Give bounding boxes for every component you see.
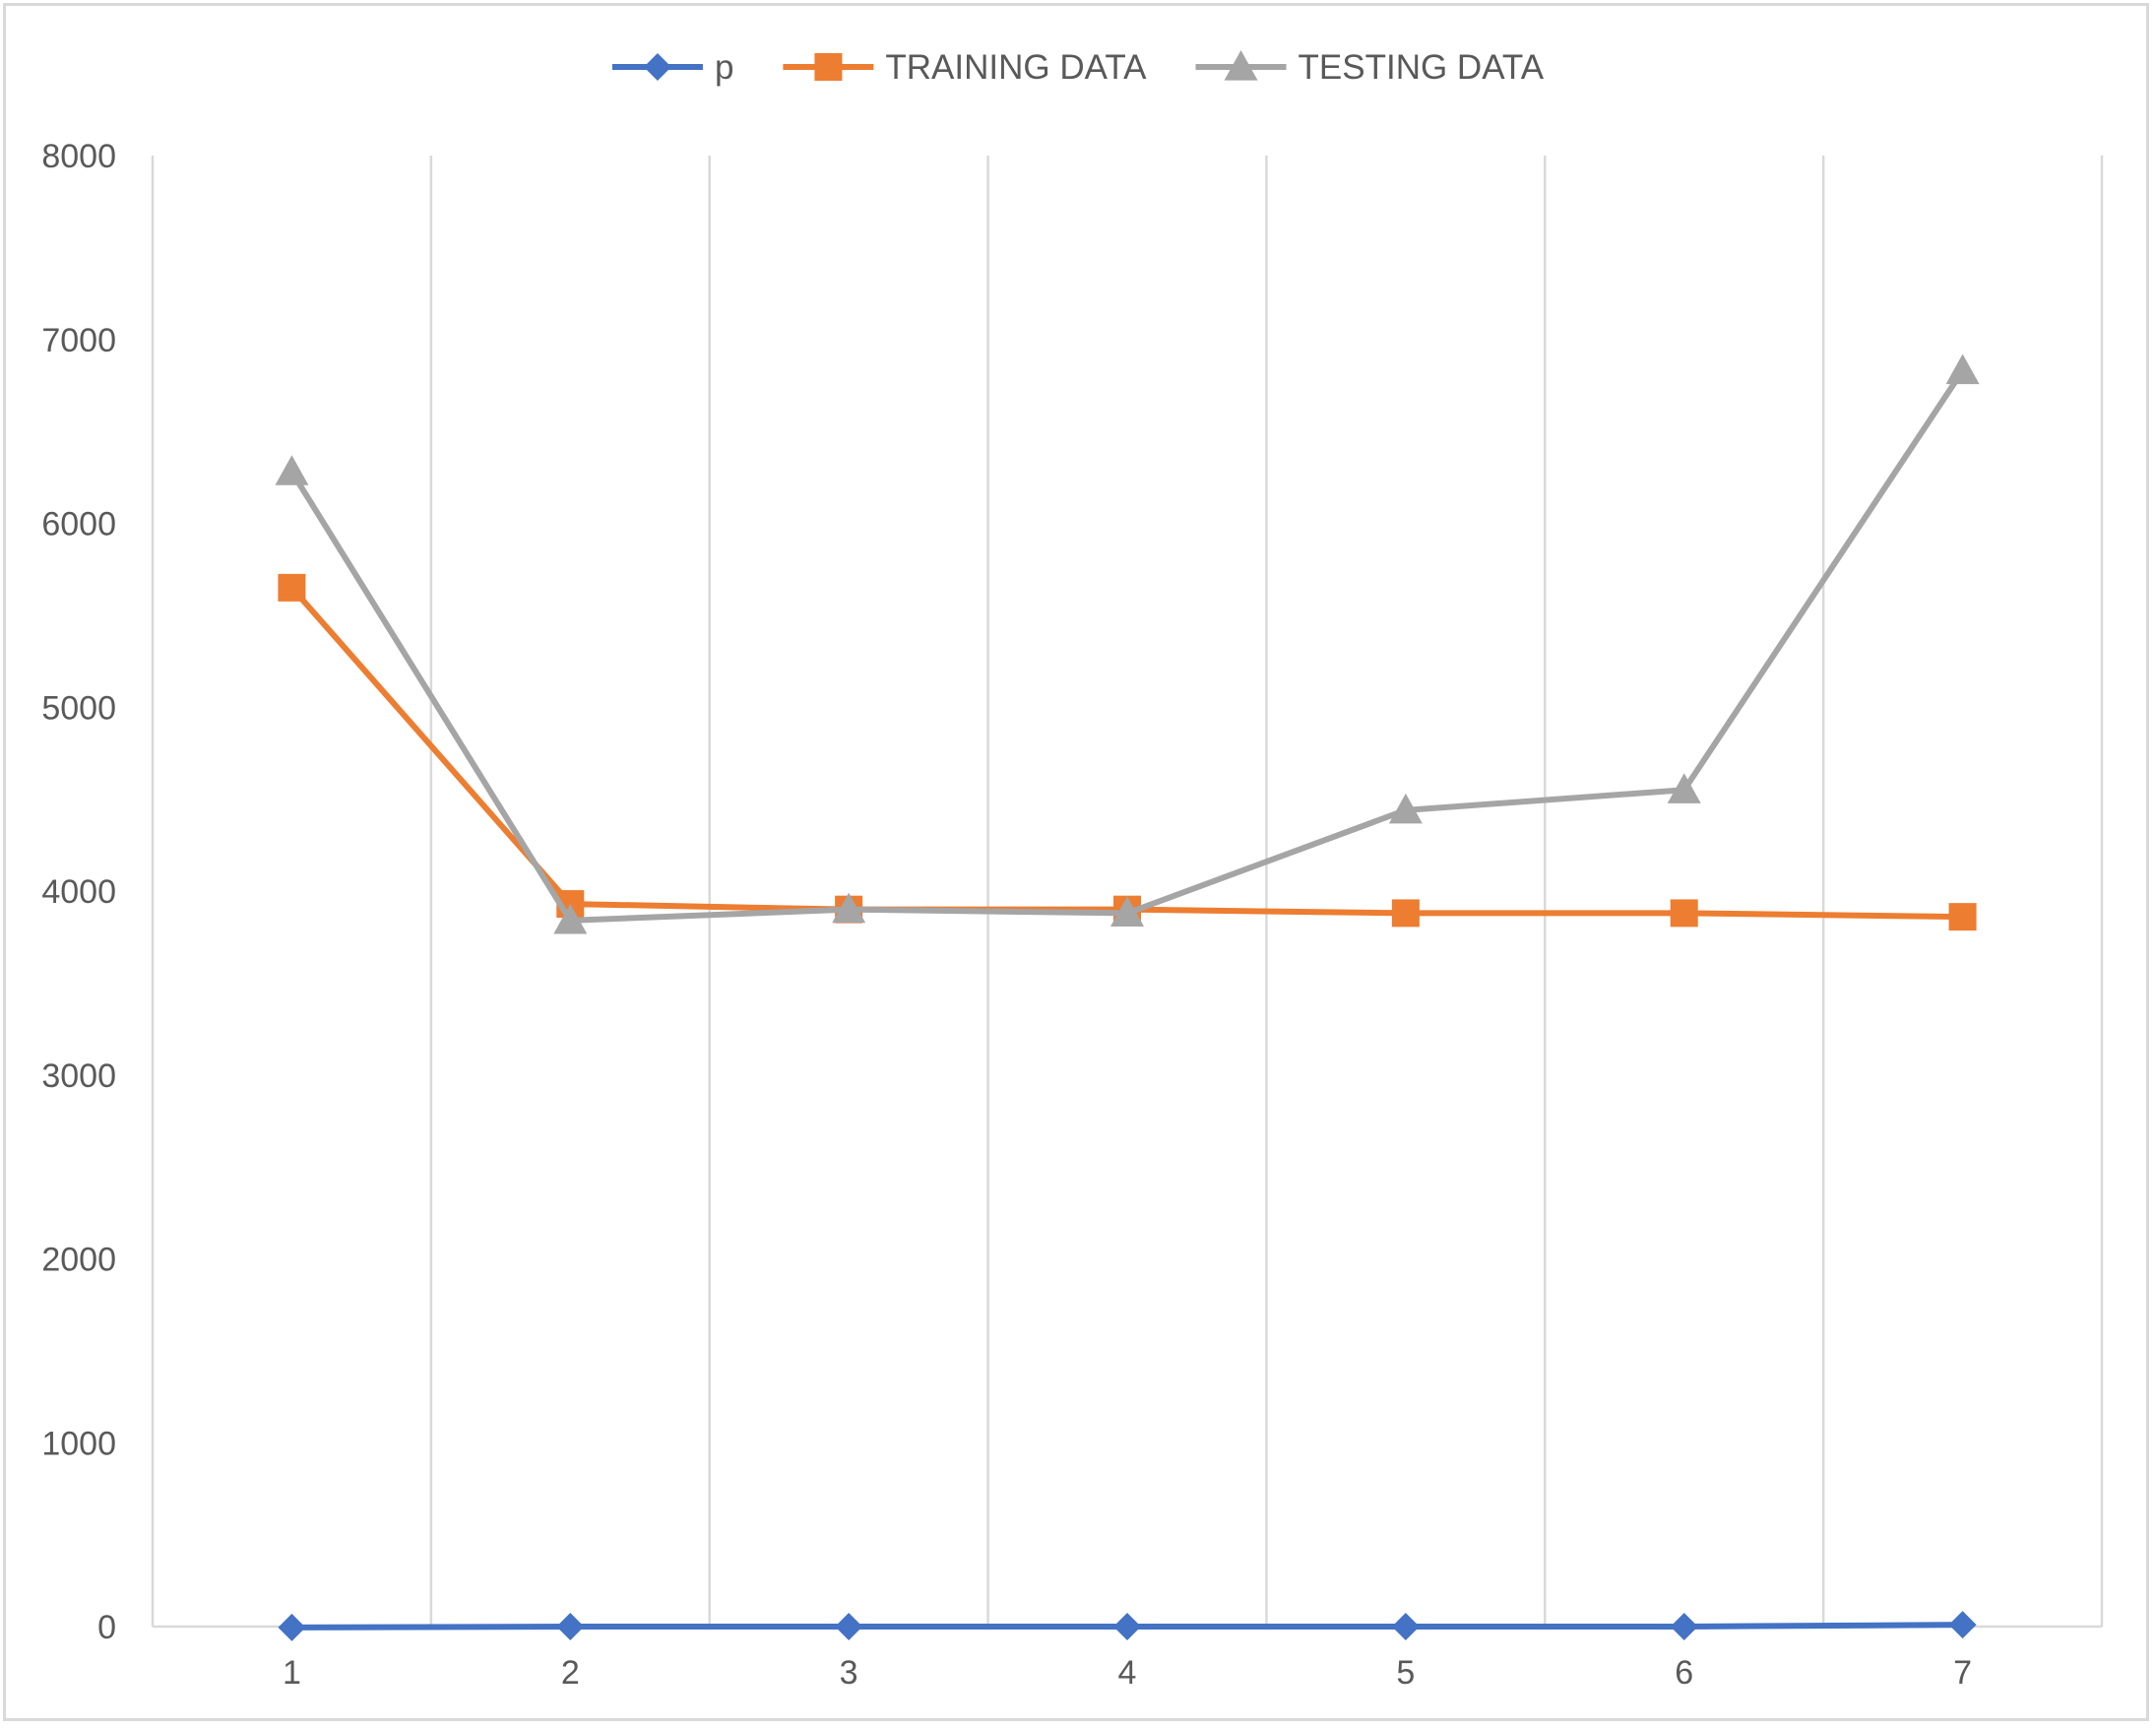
data-point-testing-data <box>1388 793 1423 824</box>
data-point-p <box>1113 1613 1141 1640</box>
series-training-data <box>278 573 1977 931</box>
data-point-p <box>835 1613 863 1640</box>
y-axis-tick-labels: 0 1000 2000 3000 4000 5000 6000 7000 8000 <box>41 138 116 1646</box>
x-axis-tick-labels: 1 2 3 4 5 6 7 <box>283 1654 1972 1692</box>
legend: p TRAINING DATA TESTING DATA <box>611 48 1545 87</box>
series-p <box>278 1611 1977 1641</box>
y-tick-label: 3000 <box>41 1057 116 1095</box>
series-line-testing-data <box>288 368 1966 924</box>
y-tick-label: 7000 <box>41 322 116 359</box>
y-tick-label: 0 <box>97 1609 116 1646</box>
data-point-testing-data <box>832 892 866 924</box>
data-point-p <box>1948 1611 1977 1639</box>
legend-item-p: p <box>611 48 733 87</box>
x-tick-label: 4 <box>1118 1654 1137 1692</box>
data-point-training-data <box>1670 899 1698 928</box>
data-point-testing-data <box>275 455 309 485</box>
gridlines <box>151 156 2104 1627</box>
data-point-p <box>556 1613 585 1640</box>
legend-marker-p <box>643 53 671 81</box>
data-point-training-data <box>1948 903 1977 931</box>
x-tick-label: 3 <box>840 1654 858 1692</box>
data-point-testing-data <box>553 903 588 934</box>
data-point-testing-data <box>1945 353 1980 385</box>
x-tick-label: 2 <box>561 1654 580 1692</box>
legend-label-p: p <box>715 48 733 87</box>
data-point-p <box>1391 1613 1420 1640</box>
legend-label-testing-data: TESTING DATA <box>1299 48 1545 87</box>
y-tick-label: 8000 <box>41 138 116 175</box>
legend-marker-training-data <box>814 53 843 81</box>
y-tick-label: 5000 <box>41 689 116 727</box>
y-tick-label: 1000 <box>41 1425 116 1462</box>
data-point-p <box>1670 1613 1698 1640</box>
x-tick-label: 6 <box>1675 1654 1693 1692</box>
y-tick-label: 6000 <box>41 506 116 544</box>
legend-label-training-data: TRAINING DATA <box>885 48 1147 87</box>
data-point-training-data <box>1391 899 1420 928</box>
x-tick-label: 5 <box>1396 1654 1415 1692</box>
x-tick-label: 7 <box>1953 1654 1972 1692</box>
y-tick-label: 2000 <box>41 1242 116 1279</box>
legend-marker-testing-data <box>1224 50 1258 81</box>
data-point-p <box>278 1613 306 1641</box>
series-layer <box>275 353 1980 1641</box>
legend-item-testing-data: TESTING DATA <box>1195 48 1545 87</box>
chart-frame <box>3 3 2149 1721</box>
series-testing-data <box>275 353 1980 934</box>
x-tick-label: 1 <box>283 1654 301 1692</box>
legend-item-training-data: TRAINING DATA <box>783 48 1147 87</box>
y-tick-label: 4000 <box>41 873 116 911</box>
data-point-testing-data <box>1667 773 1701 803</box>
data-point-training-data <box>278 573 306 602</box>
data-point-testing-data <box>1110 896 1144 928</box>
